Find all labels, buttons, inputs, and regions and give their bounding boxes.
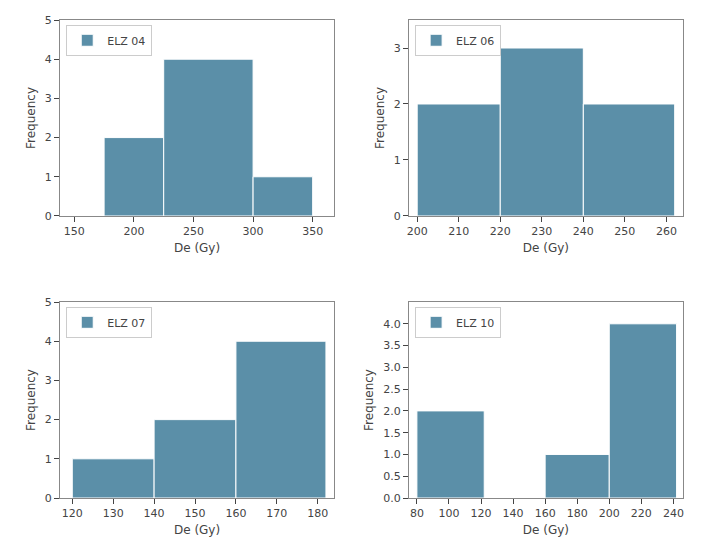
svg-text:4: 4 — [45, 53, 52, 66]
svg-text:240: 240 — [663, 507, 684, 520]
svg-text:220: 220 — [631, 507, 652, 520]
svg-text:3.5: 3.5 — [383, 339, 401, 352]
svg-text:180: 180 — [307, 507, 328, 520]
svg-text:De (Gy): De (Gy) — [174, 241, 220, 255]
svg-text:2.0: 2.0 — [383, 405, 401, 418]
svg-text:160: 160 — [225, 507, 246, 520]
svg-text:3.0: 3.0 — [383, 361, 401, 374]
svg-text:120: 120 — [471, 507, 492, 520]
svg-text:140: 140 — [144, 507, 165, 520]
svg-text:240: 240 — [573, 225, 594, 238]
svg-text:140: 140 — [503, 507, 524, 520]
svg-text:300: 300 — [243, 225, 264, 238]
svg-text:150: 150 — [64, 225, 85, 238]
svg-text:220: 220 — [490, 225, 511, 238]
svg-text:180: 180 — [567, 507, 588, 520]
svg-text:4.0: 4.0 — [383, 318, 401, 331]
svg-text:230: 230 — [531, 225, 552, 238]
svg-text:200: 200 — [599, 507, 620, 520]
svg-text:ELZ 06: ELZ 06 — [456, 35, 494, 48]
svg-text:260: 260 — [656, 225, 677, 238]
svg-text:100: 100 — [438, 507, 459, 520]
svg-text:ELZ 10: ELZ 10 — [456, 317, 494, 330]
svg-text:250: 250 — [614, 225, 635, 238]
svg-text:0: 0 — [45, 210, 52, 223]
svg-text:250: 250 — [183, 225, 204, 238]
svg-text:2: 2 — [394, 98, 401, 111]
svg-text:0.5: 0.5 — [383, 470, 401, 483]
svg-text:4: 4 — [45, 335, 52, 348]
svg-text:210: 210 — [448, 225, 469, 238]
svg-text:1: 1 — [45, 171, 52, 184]
svg-text:2: 2 — [45, 131, 52, 144]
svg-text:3: 3 — [394, 42, 401, 55]
svg-text:120: 120 — [62, 507, 83, 520]
svg-text:5: 5 — [45, 14, 52, 27]
svg-text:200: 200 — [407, 225, 428, 238]
svg-text:5: 5 — [45, 296, 52, 309]
svg-text:3: 3 — [45, 374, 52, 387]
svg-text:2: 2 — [45, 413, 52, 426]
svg-text:350: 350 — [302, 225, 323, 238]
svg-text:ELZ 04: ELZ 04 — [107, 35, 145, 48]
svg-text:Frequency: Frequency — [373, 87, 387, 149]
svg-text:170: 170 — [266, 507, 287, 520]
svg-text:0: 0 — [394, 210, 401, 223]
svg-text:1: 1 — [394, 154, 401, 167]
svg-text:ELZ 07: ELZ 07 — [107, 317, 145, 330]
svg-text:150: 150 — [185, 507, 206, 520]
svg-text:1.0: 1.0 — [383, 448, 401, 461]
svg-text:130: 130 — [103, 507, 124, 520]
svg-text:De (Gy): De (Gy) — [523, 523, 569, 537]
svg-text:1.5: 1.5 — [383, 427, 401, 440]
svg-text:1: 1 — [45, 453, 52, 466]
svg-text:Frequency: Frequency — [24, 87, 38, 149]
svg-text:2.5: 2.5 — [383, 383, 401, 396]
svg-text:3: 3 — [45, 92, 52, 105]
svg-text:Frequency: Frequency — [24, 369, 38, 431]
svg-text:80: 80 — [410, 507, 424, 520]
svg-text:De (Gy): De (Gy) — [174, 523, 220, 537]
svg-text:160: 160 — [535, 507, 556, 520]
svg-text:200: 200 — [123, 225, 144, 238]
svg-text:0.0: 0.0 — [383, 492, 401, 505]
svg-text:De (Gy): De (Gy) — [523, 241, 569, 255]
svg-text:0: 0 — [45, 492, 52, 505]
svg-text:Frequency: Frequency — [362, 369, 376, 431]
